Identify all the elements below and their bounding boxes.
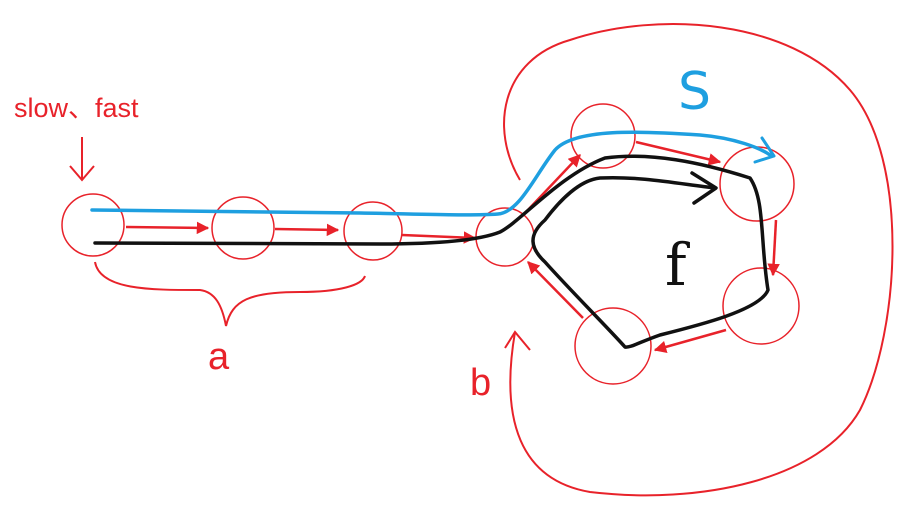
list-node-5 (570, 103, 636, 169)
start-arrow-icon (69, 137, 95, 182)
next-arrow-1 (125, 221, 210, 235)
next-arrow-5 (635, 140, 722, 166)
slow-path (90, 130, 772, 217)
fast-path-arrowhead-icon (690, 171, 718, 205)
next-arrow-3 (401, 231, 477, 244)
fast-distance-label: f (665, 231, 687, 299)
fast-path (93, 154, 770, 349)
next-arrow-8 (527, 261, 584, 319)
outer-loop-curve (503, 23, 894, 497)
next-arrow-7 (653, 328, 727, 353)
list-node-7 (722, 267, 800, 345)
list-node-2 (211, 196, 275, 260)
list-node-8 (574, 307, 652, 385)
brace-a (94, 261, 366, 327)
segment-b-label: b (470, 362, 492, 404)
next-arrow-2 (274, 223, 340, 237)
segment-a-label: a (208, 336, 230, 378)
outer-loop-arrowhead-icon (504, 330, 531, 351)
list-node-1 (61, 193, 125, 257)
next-arrow-6 (767, 219, 780, 277)
list-node-6 (719, 146, 795, 222)
slow-distance-label: S (678, 62, 712, 122)
list-node-3 (343, 201, 403, 261)
slow-path-arrowhead-icon (753, 136, 776, 164)
pointer-start-label: slow、fast (14, 93, 139, 123)
